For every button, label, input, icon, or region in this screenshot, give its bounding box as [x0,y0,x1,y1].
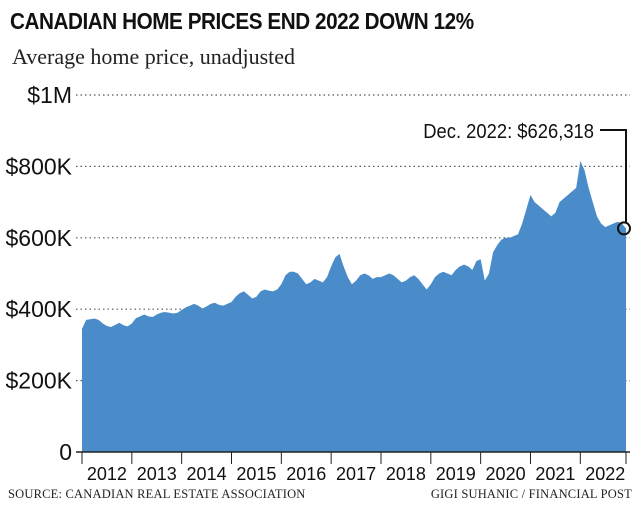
y-tick-label: $200K [5,368,72,394]
x-tick-label: 2018 [386,464,426,484]
y-tick-label: $600K [5,225,72,251]
x-tick-label: 2022 [585,464,625,484]
x-tick-label: 2012 [87,464,127,484]
x-tick-label: 2021 [535,464,575,484]
y-tick-label: $800K [5,153,72,179]
x-tick-label: 2020 [486,464,526,484]
chart-subtitle: Average home price, unadjusted [12,44,296,69]
annotation-label: Dec. 2022: $626,318 [423,121,594,143]
series-area [82,161,626,453]
source-note: SOURCE: CANADIAN REAL ESTATE ASSOCIATION [8,487,306,501]
annotation: Dec. 2022: $626,318 [423,121,631,236]
credit-note: GIGI SUHANIC / FINANCIAL POST [430,487,632,501]
x-tick-label: 2016 [286,464,326,484]
x-axis: 2012 2013 2014 2015 2016 2017 2018 2019 2020 2021… [76,451,630,484]
x-tick-label: 2015 [236,464,276,484]
y-tick-label: $1M [27,82,72,108]
annotation-marker [617,221,631,236]
x-tick-label: 2014 [187,464,227,484]
x-tick-label: 2019 [436,464,476,484]
y-axis: 0 $200K $400K $600K $800K $1M [5,82,72,465]
y-tick-label: $400K [5,296,72,322]
annotation-leader [600,129,627,223]
x-tick-label: 2013 [137,464,177,484]
chart-title: CANADIAN HOME PRICES END 2022 DOWN 12% [10,8,474,34]
x-tick-label: 2017 [336,464,376,484]
price-area [82,161,626,453]
y-tick-label: 0 [59,439,72,465]
